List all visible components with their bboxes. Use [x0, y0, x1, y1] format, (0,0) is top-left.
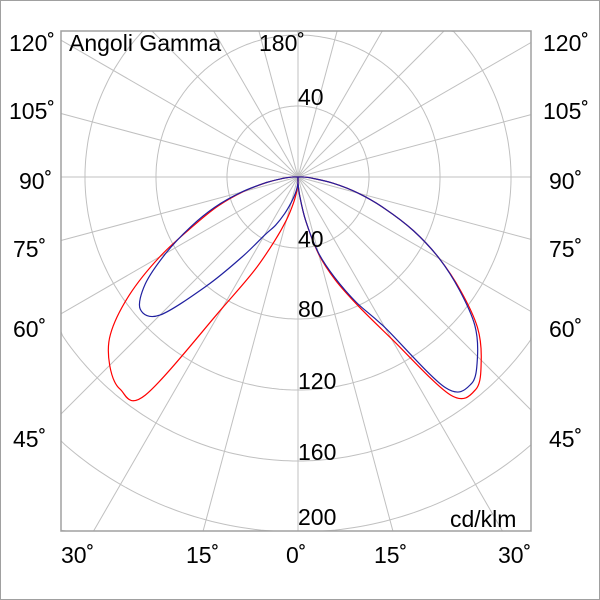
angle-label-bottom: 30˚ [498, 542, 532, 568]
grid-spoke [60, 176, 299, 241]
angle-label-left: 105˚ [9, 98, 56, 124]
grid-spoke [297, 176, 503, 532]
grid-spoke [297, 30, 383, 178]
series-curve-3 [297, 176, 479, 393]
angle-label-right: 105˚ [543, 98, 590, 124]
angle-label-left: 90˚ [19, 168, 53, 194]
radial-tick-label: 80 [298, 296, 324, 322]
grid-ring [60, 30, 532, 462]
angle-label-right: 75˚ [549, 236, 583, 262]
angle-label-left: 75˚ [13, 236, 47, 262]
grid-spoke [60, 39, 299, 178]
radial-tick-label: 40 [298, 226, 324, 252]
grid-spoke [60, 176, 299, 315]
grid-spoke [297, 42, 532, 178]
plot-frame [60, 30, 532, 532]
grid-spoke [151, 30, 299, 178]
chart-title: Angoli Gamma [69, 30, 222, 56]
grid-spoke [297, 176, 532, 411]
grid-spoke [297, 30, 445, 178]
radial-tick-label: 120 [298, 368, 337, 394]
angle-label-bottom: 0˚ [286, 542, 307, 568]
grid-spoke [202, 176, 299, 532]
angle-label-bottom: 30˚ [61, 542, 95, 568]
angle-label-left: 45˚ [13, 426, 47, 452]
angle-label-bottom: 15˚ [186, 542, 220, 568]
angle-label-right: 90˚ [549, 168, 583, 194]
series-curve-1 [297, 176, 482, 400]
angle-label-right: 45˚ [549, 426, 583, 452]
series-curve-2 [138, 176, 299, 318]
angle-label-left: 60˚ [13, 316, 47, 342]
plot-area [60, 30, 532, 532]
angle-label-bottom: 15˚ [374, 542, 408, 568]
grid-spoke [297, 30, 338, 178]
grid-spoke [297, 114, 532, 178]
grid-spoke [93, 176, 299, 532]
angle-label-left: 120˚ [9, 30, 56, 56]
grid-spoke [297, 176, 532, 240]
grid-spoke [213, 30, 299, 178]
grid-spoke [258, 30, 299, 178]
angle-label-top: 180˚ [259, 30, 306, 56]
angle-label-right: 60˚ [549, 316, 583, 342]
grid-spoke [297, 176, 394, 532]
radial-tick-label: 160 [298, 439, 337, 465]
angle-label-right: 120˚ [543, 30, 590, 56]
radial-tick-label: 40 [298, 84, 324, 110]
unit-label: cd/klm [450, 506, 517, 532]
grid-spoke [297, 176, 532, 312]
grid-spoke [60, 176, 299, 415]
radial-tick-label: 200 [298, 504, 337, 530]
grid-spoke [60, 113, 299, 178]
